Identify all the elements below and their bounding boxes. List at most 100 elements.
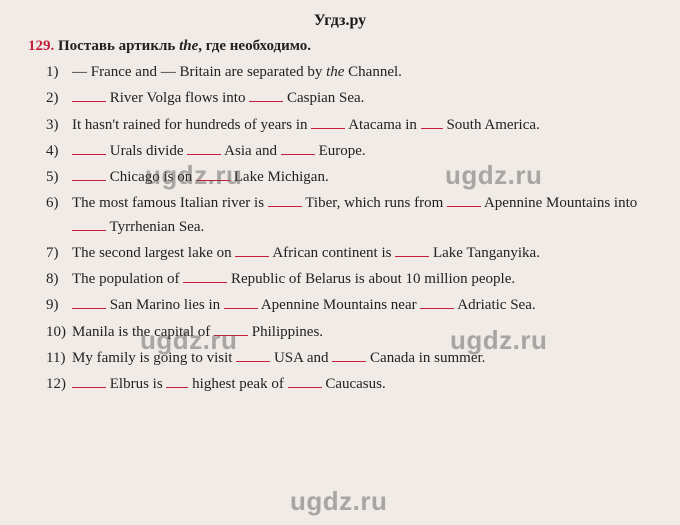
blank [214,322,248,336]
item-7: 7) The second largest lake on African co… [46,242,652,265]
text: Apennine Mountains into [481,195,637,211]
item-4: 4) Urals divide Asia and Europe. [46,140,652,163]
item-num: 12) [46,373,72,396]
item-10: 10) Manila is the capital of Philippines… [46,321,652,344]
item-text: Elbrus is highest peak of Caucasus. [72,373,652,396]
text: San Marino lies in [106,297,224,313]
item-1: 1) — France and — Britain are separated … [46,61,652,84]
blank [236,348,270,362]
item-text: It hasn't rained for hundreds of years i… [72,114,652,137]
item-11: 11) My family is going to visit USA and … [46,347,652,370]
text: Elbrus is [106,376,166,392]
text: USA and [270,350,332,366]
text: Lake Tanganyika. [429,245,540,261]
text: Europe. [315,143,366,159]
blank [311,115,345,129]
item-text: My family is going to visit USA and Cana… [72,347,652,370]
blank [166,375,188,389]
exercise-number: 129. [28,38,54,54]
text: Atacama in [345,117,420,133]
exercise-pre: Поставь артикль [58,38,179,54]
text: Tyrrhenian Sea. [106,219,204,235]
text: Urals divide [106,143,187,159]
text: Apennine Mountains near [258,297,420,313]
blank [183,270,227,284]
item-num: 10) [46,321,72,344]
text: African continent is [269,245,395,261]
item-num: 8) [46,268,72,291]
text: Republic of Belarus is about 10 million … [227,271,515,287]
exercise-word: the [179,38,198,54]
item-text: River Volga flows into Caspian Sea. [72,87,652,110]
blank [235,243,269,257]
item-text: The population of Republic of Belarus is… [72,268,652,291]
text: Channel. [344,64,402,80]
item-num: 7) [46,242,72,265]
text: The second largest lake on [72,245,235,261]
text: — France and — Britain are separated by [72,64,326,80]
exercise-post: , где необходимо. [198,38,311,54]
text: It hasn't rained for hundreds of years i… [72,117,311,133]
item-num: 9) [46,294,72,317]
blank [72,217,106,231]
blank [395,243,429,257]
blank [196,168,230,182]
blank [288,375,322,389]
item-2: 2) River Volga flows into Caspian Sea. [46,87,652,110]
item-num: 3) [46,114,72,137]
blank [72,296,106,310]
blank [281,141,315,155]
text: My family is going to visit [72,350,236,366]
text: Philippines. [248,324,323,340]
item-3: 3) It hasn't rained for hundreds of year… [46,114,652,137]
item-num: 4) [46,140,72,163]
item-text: The second largest lake on African conti… [72,242,652,265]
text: The population of [72,271,183,287]
text: Adriatic Sea. [454,297,535,313]
item-text: Manila is the capital of Philippines. [72,321,652,344]
item-9: 9) San Marino lies in Apennine Mountains… [46,294,652,317]
text: The most famous Italian river is [72,195,268,211]
text: Caucasus. [322,376,386,392]
blank [268,194,302,208]
item-num: 11) [46,347,72,370]
item-num: 5) [46,166,72,189]
text: Chicago is on [106,169,196,185]
item-num: 6) [46,192,72,239]
text: Lake Michigan. [230,169,329,185]
blank [421,115,443,129]
blank [332,348,366,362]
exercise-items: 1) — France and — Britain are separated … [28,61,652,396]
blank [249,89,283,103]
item-8: 8) The population of Republic of Belarus… [46,268,652,291]
text: Canada in summer. [366,350,485,366]
item-text: The most famous Italian river is Tiber, … [72,192,652,239]
text: Asia and [221,143,281,159]
text: Caspian Sea. [283,90,364,106]
watermark-footer: ugdz.ru [290,486,387,517]
text: Tiber, which runs from [302,195,447,211]
text: South America. [443,117,540,133]
item-text: San Marino lies in Apennine Mountains ne… [72,294,652,317]
item-text: Chicago is on Lake Michigan. [72,166,652,189]
text: River Volga flows into [106,90,249,106]
item-6: 6) The most famous Italian river is Tibe… [46,192,652,239]
item-text: Urals divide Asia and Europe. [72,140,652,163]
blank [224,296,258,310]
the-word: the [326,64,344,80]
item-5: 5) Chicago is on Lake Michigan. [46,166,652,189]
blank [420,296,454,310]
item-12: 12) Elbrus is highest peak of Caucasus. [46,373,652,396]
item-num: 2) [46,87,72,110]
text: Manila is the capital of [72,324,214,340]
blank [72,89,106,103]
blank [72,168,106,182]
blank [72,375,106,389]
blank [187,141,221,155]
item-text: — France and — Britain are separated by … [72,61,652,84]
exercise-title: 129. Поставь артикль the, где необходимо… [28,38,652,55]
page-header: Угдз.ру [28,12,652,30]
text: highest peak of [188,376,287,392]
blank [72,141,106,155]
item-num: 1) [46,61,72,84]
